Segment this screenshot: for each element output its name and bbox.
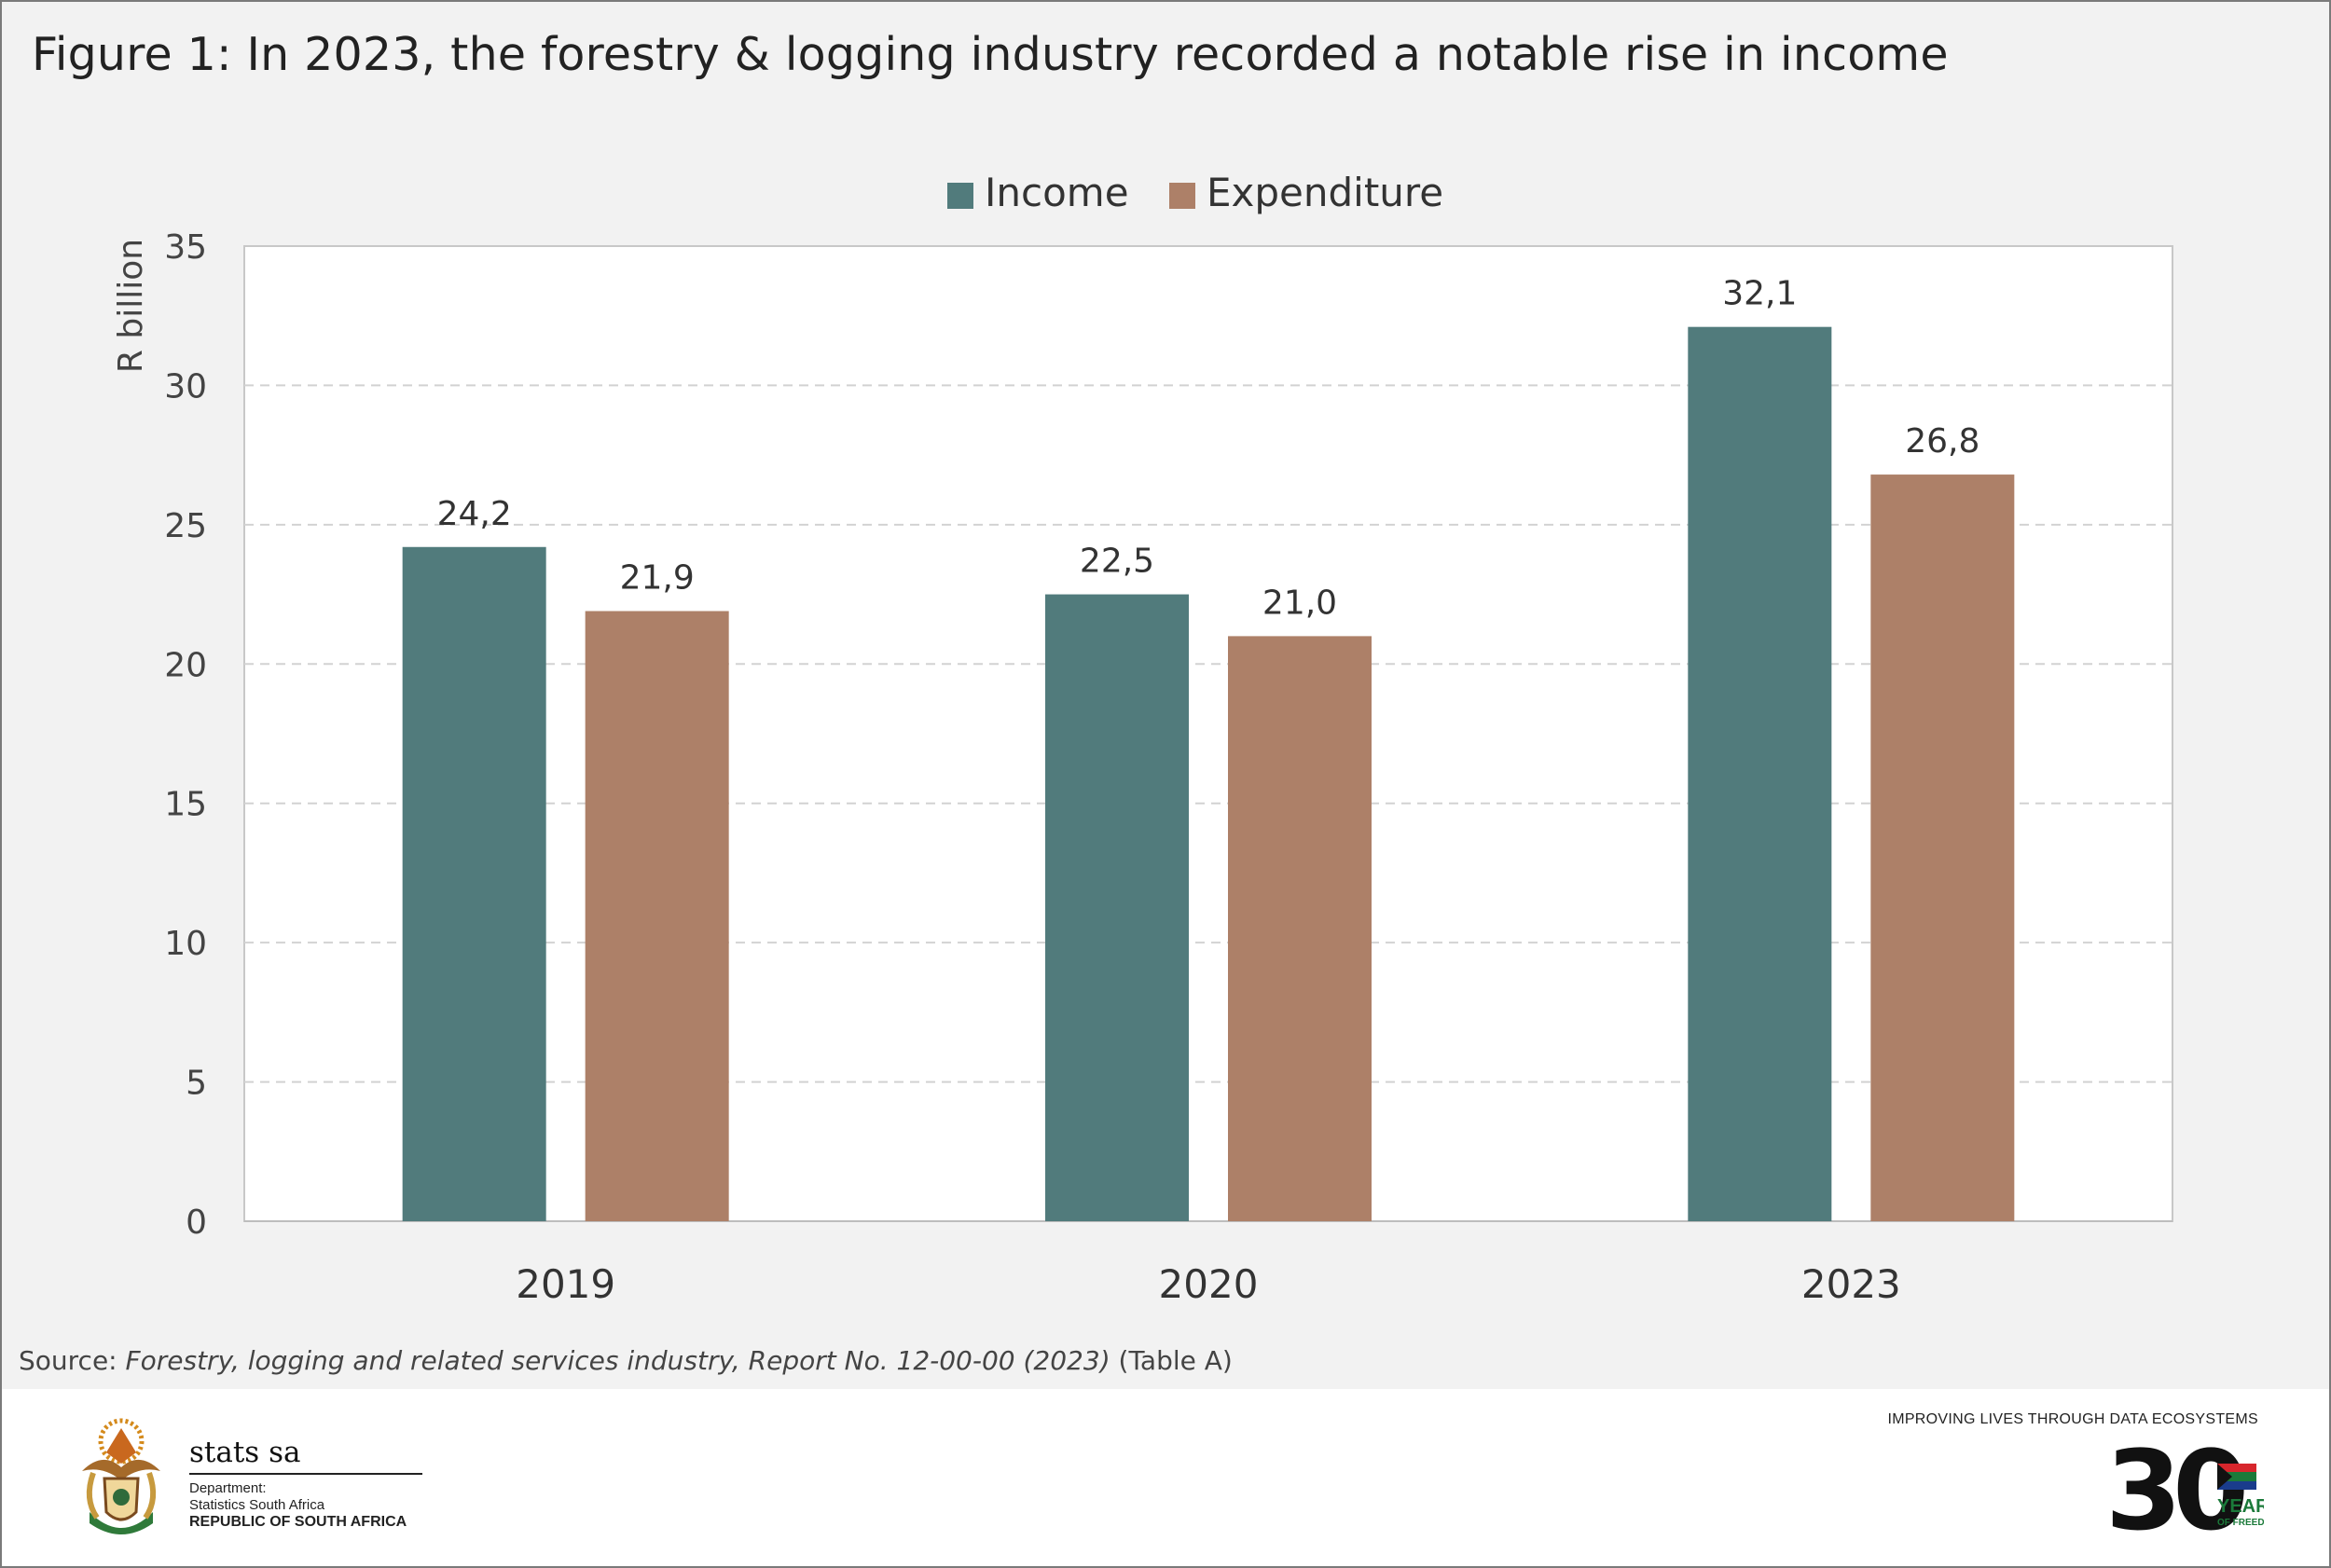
coat-of-arms-logo: [82, 1418, 160, 1534]
y-tick-label: 10: [164, 925, 207, 963]
y-tick-label: 30: [164, 367, 207, 406]
source-suffix: (Table A): [1110, 1345, 1233, 1376]
dept-line-3: REPUBLIC OF SOUTH AFRICA: [189, 1514, 407, 1530]
data-label: 26,8: [1905, 422, 1979, 461]
bar-income-2023: [1688, 326, 1832, 1221]
source-note: Source: Forestry, logging and related se…: [19, 1345, 1233, 1376]
dept-line-2: Statistics South Africa: [189, 1497, 325, 1513]
legend-label-income: Income: [985, 170, 1129, 215]
x-tick-label: 2020: [1159, 1261, 1259, 1307]
sa-flag-icon: [2217, 1464, 2256, 1490]
anniversary-line-2: OF FREEDOM: [2217, 1518, 2264, 1528]
bar-expenditure-2020: [1228, 636, 1372, 1221]
y-tick-label: 20: [164, 646, 207, 684]
department-block: Department: Statistics South Africa REPU…: [189, 1480, 407, 1531]
tagline: IMPROVING LIVES THROUGH DATA ECOSYSTEMS: [1887, 1411, 2258, 1427]
bar-income-2019: [402, 546, 546, 1221]
anniversary-number: 30: [2105, 1436, 2244, 1549]
bar-chart: 0 5 10 15 20 25 30 35 R billion 24,2 21,9 2019 22,5 2…: [112, 170, 2173, 1307]
thirty-years-freedom-logo: 30 YEARS OF FREEDOM: [2105, 1436, 2264, 1549]
y-axis-title: R billion: [112, 239, 150, 373]
data-label: 21,0: [1262, 584, 1337, 622]
y-tick-label: 35: [164, 228, 207, 267]
legend-swatch-income: [947, 183, 973, 209]
y-tick-label: 15: [164, 786, 207, 824]
brand-name: stats sa: [189, 1436, 301, 1469]
anniversary-line-1: YEARS: [2217, 1496, 2264, 1517]
footer-bar: [2, 1389, 2329, 1566]
source-title: Forestry, logging and related services i…: [125, 1345, 1110, 1376]
bar-expenditure-2023: [1870, 475, 2015, 1221]
source-prefix: Source:: [19, 1345, 126, 1376]
dept-line-1: Department:: [189, 1480, 267, 1496]
y-tick-label: 5: [186, 1065, 207, 1103]
bar-expenditure-2019: [585, 611, 729, 1221]
x-tick-label: 2019: [516, 1261, 615, 1307]
legend-swatch-expenditure: [1169, 183, 1195, 209]
y-tick-label: 0: [186, 1204, 207, 1242]
plot-area: [243, 245, 2173, 1222]
data-label: 24,2: [437, 495, 512, 533]
x-tick-label: 2023: [1801, 1261, 1901, 1307]
chart-title: Figure 1: In 2023, the forestry & loggin…: [32, 28, 1949, 81]
data-label: 21,9: [620, 559, 695, 598]
bar-income-2020: [1045, 594, 1189, 1221]
data-label: 22,5: [1080, 543, 1154, 581]
y-tick-label: 25: [164, 507, 207, 545]
legend-label-expenditure: Expenditure: [1207, 170, 1443, 215]
brand-divider: [189, 1473, 422, 1475]
data-label: 32,1: [1722, 275, 1797, 313]
